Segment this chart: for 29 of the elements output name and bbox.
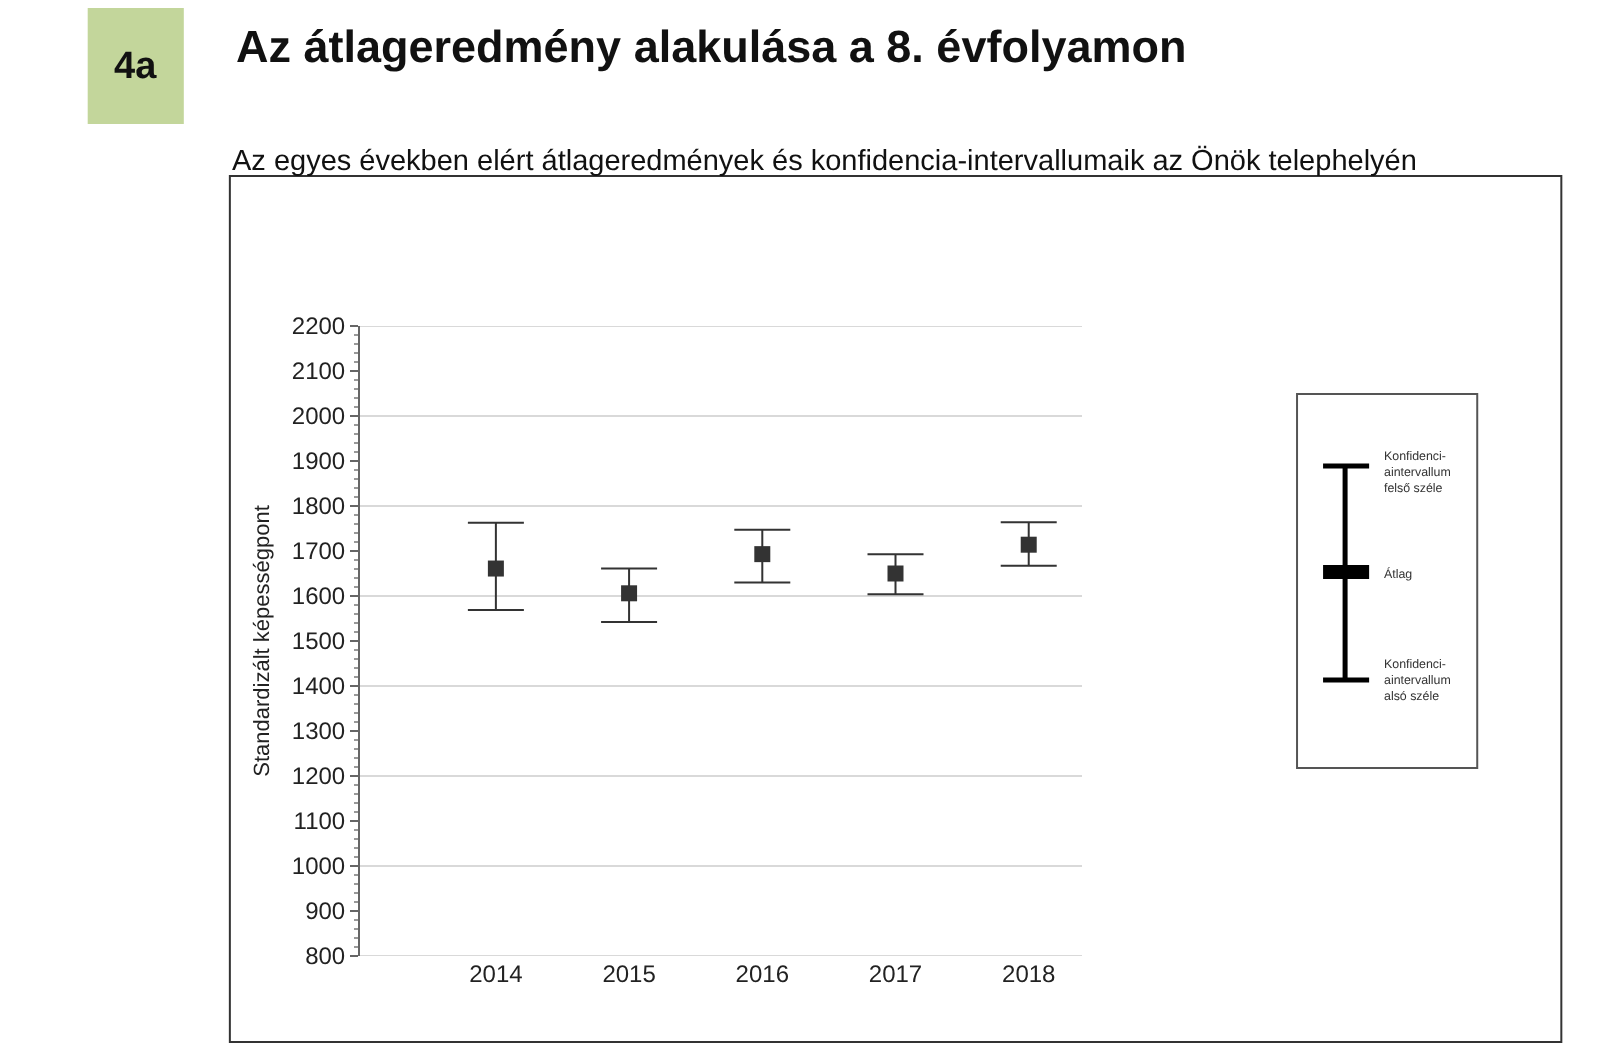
y-tick-label: 2000	[291, 402, 346, 431]
y-tick-label: 1000	[291, 852, 346, 881]
chart-title: Az átlageredmény alakulása a 8. évfolyamon	[236, 21, 1187, 72]
x-tick-label: 2017	[868, 960, 923, 988]
point	[487, 560, 504, 577]
y-tick-label: 1600	[291, 582, 346, 611]
y-tick-label: 1900	[291, 447, 346, 476]
point	[754, 546, 771, 563]
y-tick-label: 2200	[291, 312, 346, 341]
chart-subtitle: Az egyes években elért átlageredmények és konfidencia-intervallumaik az Önök telephelyén	[232, 144, 1417, 178]
y-tick-label: 1700	[291, 537, 346, 566]
y-tick-label: 1300	[291, 717, 346, 746]
y-tick-label: 900	[305, 897, 346, 926]
x-tick-label: 2015	[602, 960, 657, 988]
y-tick-label: 2100	[291, 357, 346, 386]
point	[621, 585, 638, 602]
y-tick-label: 1800	[291, 492, 346, 521]
x-tick-label: 2014	[469, 960, 524, 988]
y-axis-title: Standardizált képességpont	[251, 505, 276, 777]
x-tick-label: 2018	[1002, 960, 1057, 988]
point	[1020, 536, 1037, 553]
y-tick-label: 1400	[291, 672, 346, 701]
x-tick-label: 2016	[735, 960, 790, 988]
y-tick-label: 1100	[293, 807, 346, 836]
point	[887, 565, 904, 582]
y-tick-label: 1500	[291, 627, 346, 656]
text: 4a	[114, 46, 158, 88]
y-tick-label: 1200	[291, 762, 346, 791]
y-tick-label: 800	[305, 942, 346, 971]
